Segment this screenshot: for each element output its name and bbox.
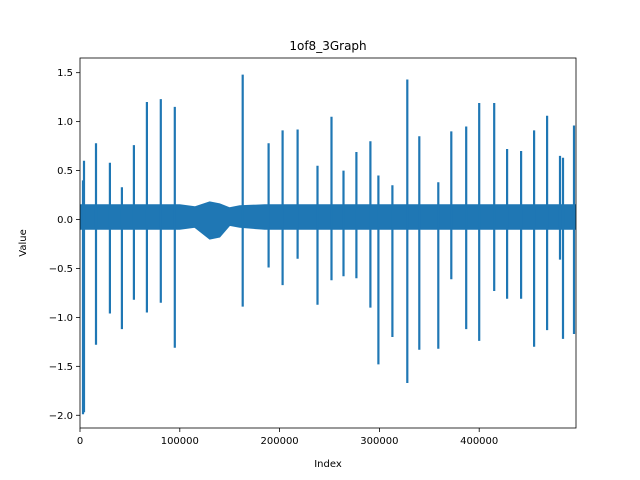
x-tick-label: 0 bbox=[77, 436, 83, 447]
y-axis-label: Value bbox=[18, 229, 29, 256]
y-tick-label: 0.5 bbox=[57, 166, 73, 177]
x-tick-label: 400000 bbox=[460, 436, 498, 447]
y-tick-label: 1.5 bbox=[57, 68, 73, 79]
chart-title: 1of8_3Graph bbox=[289, 39, 366, 53]
y-tick-label: 0.0 bbox=[57, 215, 73, 226]
y-tick-label: −0.5 bbox=[49, 264, 73, 275]
y-tick-label: −1.5 bbox=[49, 362, 73, 373]
y-tick-label: −2.0 bbox=[49, 411, 73, 422]
y-tick-label: 1.0 bbox=[57, 117, 73, 128]
y-tick-label: −1.0 bbox=[49, 313, 73, 324]
x-tick-label: 300000 bbox=[360, 436, 398, 447]
x-tick-label: 200000 bbox=[261, 436, 299, 447]
y-axis: −2.0 −1.5 −1.0 −0.5 0.0 0.5 1.0 1.5 bbox=[49, 68, 80, 422]
plot-frame bbox=[79, 57, 577, 429]
x-axis-label: Index bbox=[314, 459, 342, 470]
x-tick-label: 100000 bbox=[161, 436, 199, 447]
series-layer bbox=[80, 74, 576, 415]
x-axis: 0 100000 200000 300000 400000 bbox=[77, 428, 498, 447]
